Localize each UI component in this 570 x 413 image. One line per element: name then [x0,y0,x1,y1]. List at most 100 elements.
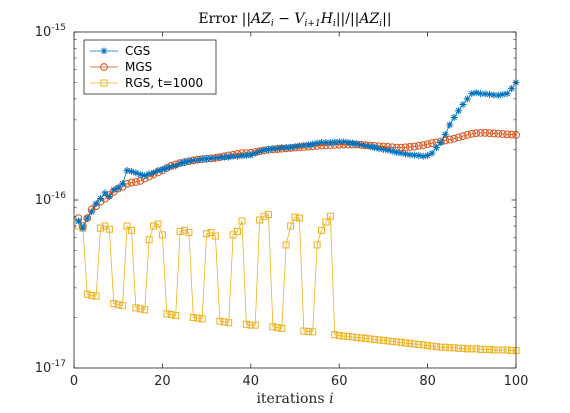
series-mgs-marker [423,140,432,149]
series-rgs-marker [300,327,308,335]
series-cgs-marker [264,145,272,153]
series-rgs-marker [185,229,193,237]
legend-cgs-entry: CGS [90,44,150,58]
series-rgs-marker [340,332,348,340]
series-rgs-marker [477,345,485,353]
series-cgs-marker [101,189,109,197]
series-rgs-marker [459,344,467,352]
series-cgs-marker [318,138,326,146]
series-cgs-marker [211,154,219,162]
series-mgs-marker [463,131,472,139]
series-rgs-marker [463,345,471,353]
series-cgs-marker [375,145,383,153]
series-rgs-marker [331,331,339,339]
series-cgs-marker [282,144,290,152]
series-rgs-marker [123,222,131,230]
series-rgs-marker [415,341,423,349]
series-rgs-marker [269,323,277,331]
series-cgs-marker [459,101,467,109]
series-cgs-marker [432,144,440,152]
series-rgs-marker [154,220,162,228]
series-cgs-marker [216,154,224,162]
series-mgs-marker [476,128,485,137]
series-rgs-marker [264,210,272,218]
series-cgs-marker [194,156,202,164]
series-cgs-marker [181,158,188,166]
series-cgs-marker [185,157,193,165]
series-rgs-marker [388,337,396,345]
series-cgs-marker [88,208,96,216]
series-rgs-marker [357,334,365,342]
legend-cgs-label: CGS [125,44,150,58]
series-cgs-marker [455,107,463,115]
series-cgs-marker [136,170,144,178]
series-rgs-marker [375,336,383,344]
series-cgs-marker [379,145,387,153]
series-cgs-marker [260,146,268,154]
series-rgs-marker [163,310,171,318]
series-mgs-marker [410,142,419,151]
series-rgs-marker [225,319,233,327]
series-cgs-marker [494,91,502,99]
series-rgs-marker [508,347,516,355]
series-rgs-marker [83,290,91,298]
axes: 0 20 40 60 80 100 10-17 10-16 10-15 [35,23,529,389]
series-rgs-marker [326,212,334,220]
series-rgs-marker [220,318,228,326]
series-cgs-marker [132,169,140,177]
series-cgs-marker [119,180,127,188]
series-rgs-marker [114,301,122,309]
series-rgs-marker [450,344,458,352]
series-rgs-marker [393,338,401,346]
series-cgs-marker [463,95,471,103]
series-cgs-marker [340,138,348,146]
series-rgs-marker [110,300,118,308]
series-cgs-marker [145,170,153,178]
series-mgs-marker [494,129,503,138]
series-mgs-marker [481,128,489,137]
series-cgs-marker [335,138,343,146]
series-cgs-marker [273,144,281,152]
series-rgs-marker [335,332,343,340]
series-rgs-marker [304,327,312,335]
series-rgs-marker [353,333,361,341]
x-tick-label: 20 [154,374,171,389]
series-cgs-marker [410,151,418,159]
series-mgs-marker [503,130,512,139]
series-cgs-marker [388,147,396,155]
series-rgs-marker [410,340,418,348]
legend-mgs-entry: MGS [90,60,152,74]
series-rgs-marker [313,241,321,249]
series-cgs-marker [225,153,233,161]
series-rgs-marker [127,226,135,234]
series-mgs-marker [507,130,516,139]
series-rgs-marker [198,315,206,323]
series-rgs-marker [428,342,436,350]
series-rgs-marker [136,305,144,313]
series-cgs-marker [477,90,485,98]
series-cgs-marker [424,152,432,160]
x-tick-label: 0 [70,374,78,389]
series-rgs-marker [485,345,493,353]
series-cgs-marker [397,149,405,157]
series-rgs-marker [189,313,197,321]
series-cgs [74,79,520,232]
series-rgs-marker [503,346,511,354]
series-rgs-marker [362,334,370,342]
series-cgs-marker [499,90,507,98]
series-cgs-marker [446,121,454,129]
series-mgs-marker [131,178,140,186]
series-cgs-marker [154,166,162,174]
series-mgs-marker [406,143,414,151]
x-tick-label: 40 [243,374,260,389]
series-cgs-marker [207,154,215,162]
series-cgs-marker [123,166,131,174]
series-rgs-marker [384,337,392,345]
series-rgs-marker [322,218,330,226]
y-tick-label: 10-17 [35,359,66,376]
series-cgs-marker [428,149,436,157]
series-rgs-marker [309,328,317,336]
series-cgs-marker [481,90,489,98]
series-cgs-marker [326,138,334,146]
